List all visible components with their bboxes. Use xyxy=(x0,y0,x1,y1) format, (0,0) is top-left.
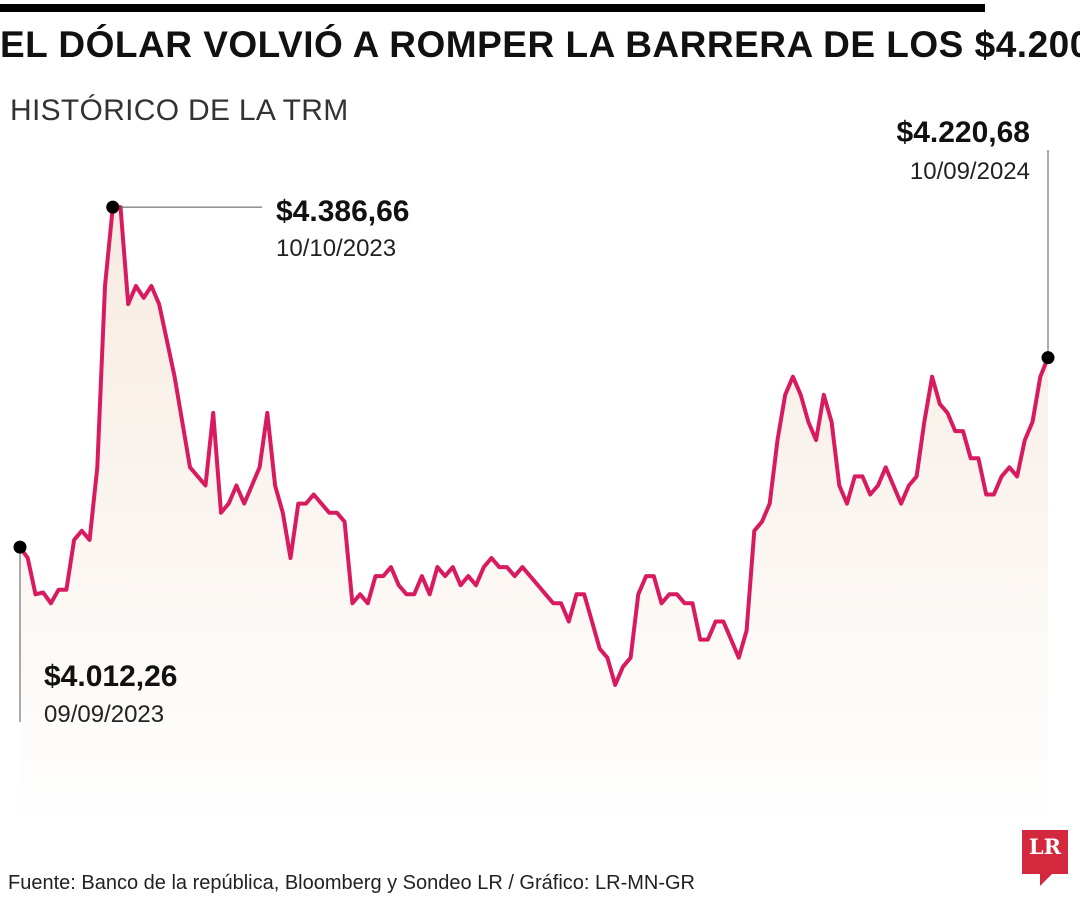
peak-value-label: $4.386,66 xyxy=(276,195,409,228)
end-value-label: $4.220,68 xyxy=(897,116,1030,149)
top-rule xyxy=(0,4,985,12)
start-date-label: 09/09/2023 xyxy=(44,701,164,728)
lr-logo-text: LR xyxy=(1028,834,1062,859)
lr-logo-tail xyxy=(1040,874,1052,886)
start-point-marker xyxy=(13,540,27,554)
end-point-marker xyxy=(1041,351,1055,365)
peak-date-label: 10/10/2023 xyxy=(276,235,396,262)
trm-area-fill xyxy=(20,207,1048,831)
source-note: Fuente: Banco de la república, Bloomberg… xyxy=(8,872,695,894)
lr-logo: LR xyxy=(1022,830,1068,874)
end-date-label: 10/09/2024 xyxy=(910,158,1030,185)
peak-point-marker xyxy=(106,200,120,214)
chart-title: EL DÓLAR VOLVIÓ A ROMPER LA BARRERA DE L… xyxy=(0,24,1080,65)
chart-subtitle: HISTÓRICO DE LA TRM xyxy=(10,94,349,127)
start-value-label: $4.012,26 xyxy=(44,660,177,693)
chart-marks xyxy=(13,150,1055,831)
trm-series-line xyxy=(18,205,1050,687)
